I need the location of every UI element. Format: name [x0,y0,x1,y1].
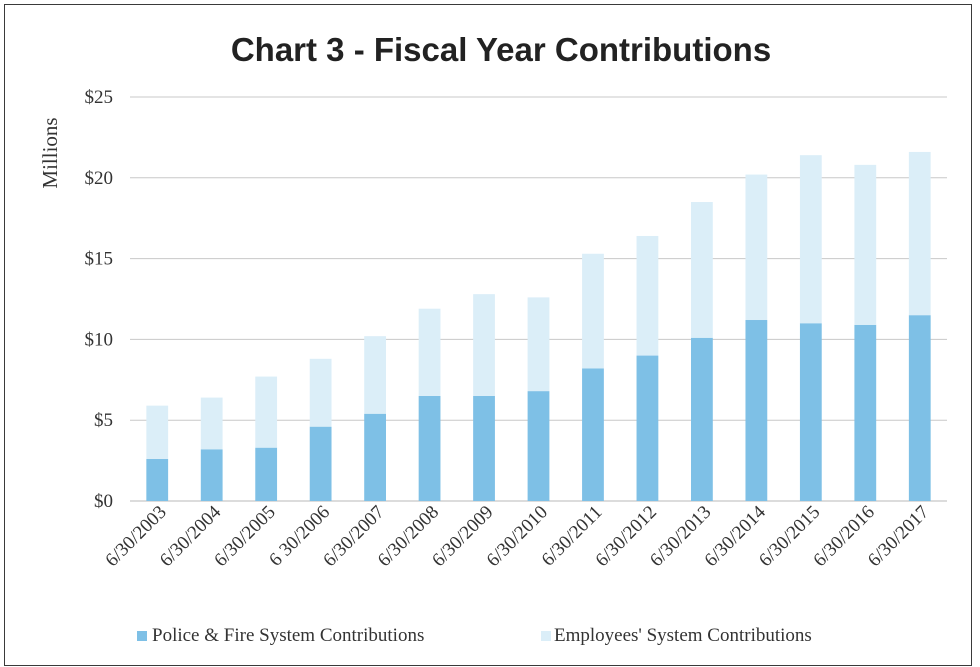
bar-employees [200,397,223,450]
bar-police-fire [745,320,768,501]
bar-police-fire [200,449,223,501]
y-axis-ticks: $0 $5 $10 $15 $20 $25 [85,87,114,512]
bar-employees [146,405,169,459]
legend: Police & Fire System Contributions Emplo… [137,625,812,646]
legend-swatch-employees [541,631,551,641]
bar-employees [309,358,332,427]
y-tick-label: $5 [94,410,113,431]
legend-label-police-fire: Police & Fire System Contributions [152,625,424,646]
bar-employees [636,235,659,356]
bar-police-fire [364,413,386,501]
bar-employees [799,155,822,324]
bar-employees [691,202,713,338]
bar-police-fire [908,315,931,501]
bar-police-fire [691,337,713,501]
bar-police-fire [636,355,659,501]
bar-employees [418,308,441,396]
legend-label-employees: Employees' System Contributions [554,625,812,646]
y-tick-label: $15 [85,249,114,270]
bar-police-fire [146,458,169,501]
bar-employees [527,297,550,392]
chart-title: Chart 3 - Fiscal Year Contributions [231,31,771,68]
bar-police-fire [854,324,877,501]
bar-police-fire [799,323,822,501]
y-tick-label: $0 [94,491,113,512]
bar-police-fire [527,391,550,501]
y-tick-label: $20 [85,168,114,189]
y-tick-label: $25 [85,87,114,108]
bar-employees [364,336,386,414]
bar-police-fire [582,368,604,501]
y-axis-title: Millions [38,117,62,188]
chart-frame: Chart 3 - Fiscal Year Contributions $0 $5… [4,4,972,666]
bar-employees [908,151,931,316]
y-tick-label: $10 [85,329,114,350]
bar-employees [582,253,604,369]
bars [146,151,931,501]
bar-employees [854,164,877,325]
legend-swatch-police-fire [137,631,147,641]
bar-employees [473,294,495,396]
chart-svg: Chart 3 - Fiscal Year Contributions $0 $5… [38,31,947,646]
bar-police-fire [473,395,495,501]
bar-employees [745,174,768,321]
bar-employees [255,376,278,448]
bar-police-fire [309,426,332,501]
bar-police-fire [418,395,441,501]
bar-police-fire [255,447,278,501]
